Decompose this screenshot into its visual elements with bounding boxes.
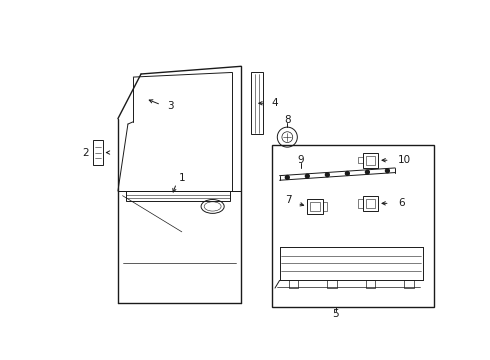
Bar (93, 140, 102, 165)
Bar (289, 280, 298, 288)
Text: 1: 1 (178, 173, 185, 183)
Bar (311, 202, 319, 211)
Bar (366, 280, 375, 288)
Text: 7: 7 (286, 195, 292, 205)
Bar (363, 153, 378, 168)
Bar (323, 202, 327, 211)
Circle shape (386, 169, 390, 173)
Bar (358, 157, 363, 163)
Text: 2: 2 (82, 148, 89, 158)
Circle shape (325, 173, 329, 177)
Bar (366, 156, 375, 165)
Bar (358, 199, 363, 208)
Bar (307, 199, 323, 214)
Circle shape (345, 171, 349, 175)
Circle shape (285, 176, 289, 179)
Text: 9: 9 (298, 155, 304, 165)
Bar (125, 191, 230, 201)
Text: 10: 10 (398, 155, 411, 165)
Circle shape (366, 170, 369, 174)
Text: 5: 5 (333, 309, 339, 319)
Bar (327, 280, 337, 288)
Text: 4: 4 (272, 98, 278, 108)
Bar (404, 280, 414, 288)
Bar (251, 72, 264, 134)
Bar (366, 199, 375, 208)
Bar (272, 145, 434, 307)
Text: 3: 3 (167, 101, 173, 111)
Circle shape (305, 174, 309, 178)
Bar (363, 196, 378, 211)
Text: 6: 6 (398, 198, 405, 208)
Text: 8: 8 (284, 115, 291, 125)
